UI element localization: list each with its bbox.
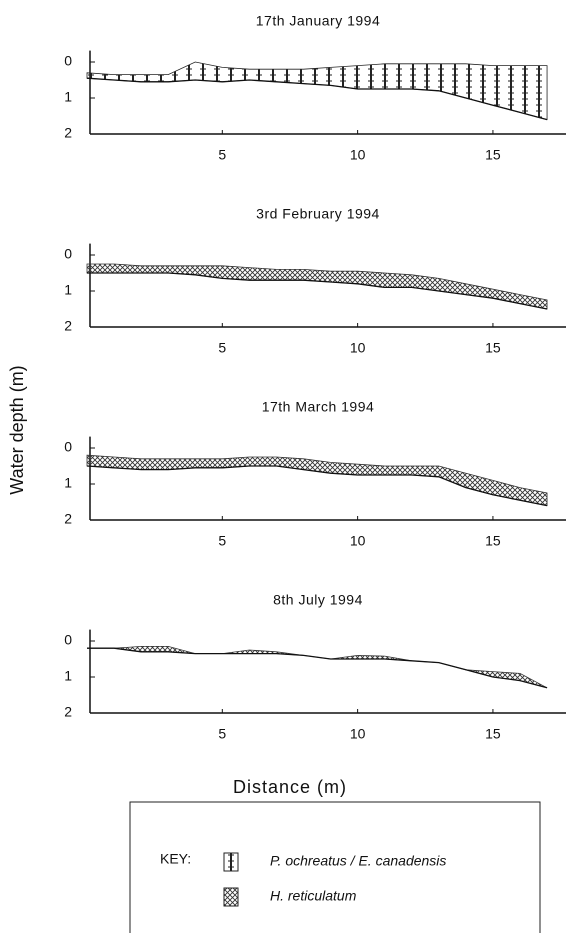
key-swatch xyxy=(223,887,239,907)
bed-line xyxy=(86,77,548,121)
chart-title: 3rd February 1994 xyxy=(256,205,380,221)
vegetation-band xyxy=(86,61,548,121)
x-tick-label: 10 xyxy=(350,340,366,356)
y-tick-label: 1 xyxy=(64,475,72,491)
x-tick-label: 15 xyxy=(485,533,501,549)
x-tick-label: 5 xyxy=(218,147,226,163)
x-tick-label: 10 xyxy=(350,533,366,549)
vegetation-band xyxy=(87,646,548,689)
vegetation-band xyxy=(86,454,548,507)
y-tick-label: 0 xyxy=(64,246,72,262)
y-tick-label: 2 xyxy=(64,511,72,527)
x-tick-label: 5 xyxy=(218,340,226,356)
chart-title: 17th January 1994 xyxy=(256,12,380,28)
bed-line xyxy=(87,647,548,689)
chart-title: 8th July 1994 xyxy=(273,591,363,607)
x-axis-label: Distance (m) xyxy=(233,777,347,797)
chart-title: 17th March 1994 xyxy=(262,398,375,414)
key-label: P. ochreatus / E. canadensis xyxy=(270,853,446,869)
y-tick-label: 1 xyxy=(64,89,72,105)
bed-line xyxy=(86,465,548,507)
y-tick-label: 0 xyxy=(64,439,72,455)
y-tick-label: 0 xyxy=(64,53,72,69)
y-tick-label: 1 xyxy=(64,282,72,298)
y-tick-label: 0 xyxy=(64,632,72,648)
y-tick-label: 2 xyxy=(64,318,72,334)
key-label: H. reticulatum xyxy=(270,888,357,904)
y-tick-label: 2 xyxy=(64,125,72,141)
y-tick-label: 1 xyxy=(64,668,72,684)
vegetation-band xyxy=(86,263,548,310)
y-axis-label: Water depth (m) xyxy=(7,365,27,494)
x-tick-label: 5 xyxy=(218,726,226,742)
x-tick-label: 5 xyxy=(218,533,226,549)
key-title: KEY: xyxy=(160,851,191,867)
key-swatch xyxy=(223,852,239,872)
x-tick-label: 10 xyxy=(350,726,366,742)
key-box xyxy=(129,801,541,933)
x-tick-label: 15 xyxy=(485,340,501,356)
x-tick-label: 15 xyxy=(485,726,501,742)
bed-line xyxy=(87,272,548,310)
x-tick-label: 15 xyxy=(485,147,501,163)
y-tick-label: 2 xyxy=(64,704,72,720)
x-tick-label: 10 xyxy=(350,147,366,163)
